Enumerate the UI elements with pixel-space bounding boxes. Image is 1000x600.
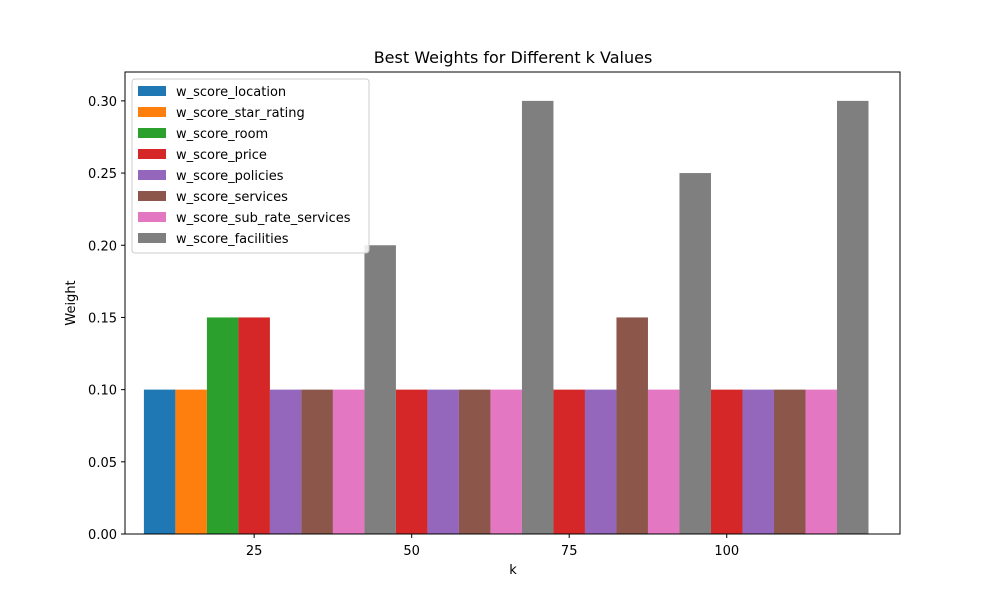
- bar-w_score_services-k110: [773, 389, 806, 534]
- bar-w_score_sub_rate_services-k90: [647, 389, 680, 534]
- y-axis: 0.00 0.05 0.10 0.15 0.20 0.25 0.30: [88, 95, 125, 543]
- x-tick-label: 50: [403, 544, 420, 559]
- bar-w_score_policies-k55: [427, 389, 459, 534]
- y-tick-label: 0.05: [88, 456, 117, 471]
- legend-entry: w_score_room: [176, 127, 268, 142]
- bar-w_score_star_rating-k15: [175, 389, 207, 534]
- legend-swatch: [138, 86, 166, 96]
- bar-w_score_services-k85: [616, 317, 648, 534]
- y-tick-label: 0.10: [88, 384, 117, 399]
- x-tick-label: 25: [246, 544, 263, 559]
- bar-w_score_location-k10: [143, 389, 176, 534]
- x-axis-label: k: [509, 563, 517, 578]
- y-tick-label: 0.25: [88, 167, 117, 182]
- bar-w_score_sub_rate_services-k40: [332, 389, 365, 534]
- plot-frame: [124, 71, 901, 535]
- y-tick-label: 0.30: [88, 95, 117, 110]
- legend-swatch: [138, 233, 166, 243]
- legend-swatch: [138, 128, 166, 138]
- bar-w_score_price-k50: [395, 389, 428, 534]
- bar-w_score_facilities-k45: [364, 245, 396, 534]
- y-tick-label: 0.15: [88, 311, 117, 326]
- legend: w_score_location w_score_star_rating w_sco…: [131, 78, 370, 254]
- x-tick-label: 100: [714, 544, 739, 559]
- legend-entry: w_score_star_rating: [176, 106, 305, 121]
- bar-w_score_room-k20: [206, 317, 239, 534]
- bar-w_score_price-k100: [710, 389, 743, 534]
- bar-w_score_sub_rate_services-k115: [805, 389, 837, 534]
- legend-swatch: [138, 212, 166, 222]
- legend-entry: w_score_policies: [176, 169, 284, 184]
- bar-w_score_services-k35: [301, 389, 333, 534]
- bar-w_score_policies-k80: [584, 389, 617, 534]
- bar-w_score_services-k60: [458, 389, 491, 534]
- bar-w_score_sub_rate_services-k65: [490, 389, 522, 534]
- bar-w_score_facilities-k95: [679, 173, 711, 534]
- bars-group: [143, 100, 869, 534]
- x-tick-label: 75: [561, 544, 578, 559]
- legend-entry: w_score_price: [176, 148, 267, 163]
- chart-title: Best Weights for Different k Values: [374, 48, 653, 67]
- bar-w_score_facilities-k70: [521, 100, 554, 534]
- y-tick-label: 0.20: [88, 239, 117, 254]
- legend-swatch: [138, 149, 166, 159]
- legend-swatch: [138, 107, 166, 117]
- legend-swatch: [138, 170, 166, 180]
- legend-entry: w_score_facilities: [176, 232, 289, 247]
- legend-entry: w_score_location: [176, 85, 286, 100]
- bar-w_score_facilities-k120: [836, 100, 869, 534]
- x-axis: 25 50 75 100: [246, 534, 739, 559]
- bar-w_score_policies-k30: [269, 389, 302, 534]
- y-axis-label: Weight: [64, 280, 79, 325]
- bar-w_score_price-k25: [238, 317, 270, 534]
- y-tick-label: 0.00: [88, 528, 117, 543]
- legend-entry: w_score_services: [176, 190, 288, 205]
- legend-entry: w_score_sub_rate_services: [176, 211, 351, 226]
- bar-w_score_price-k75: [553, 389, 585, 534]
- legend-swatch: [138, 191, 166, 201]
- legend-box: [131, 78, 370, 254]
- bar-w_score_policies-k105: [742, 389, 774, 534]
